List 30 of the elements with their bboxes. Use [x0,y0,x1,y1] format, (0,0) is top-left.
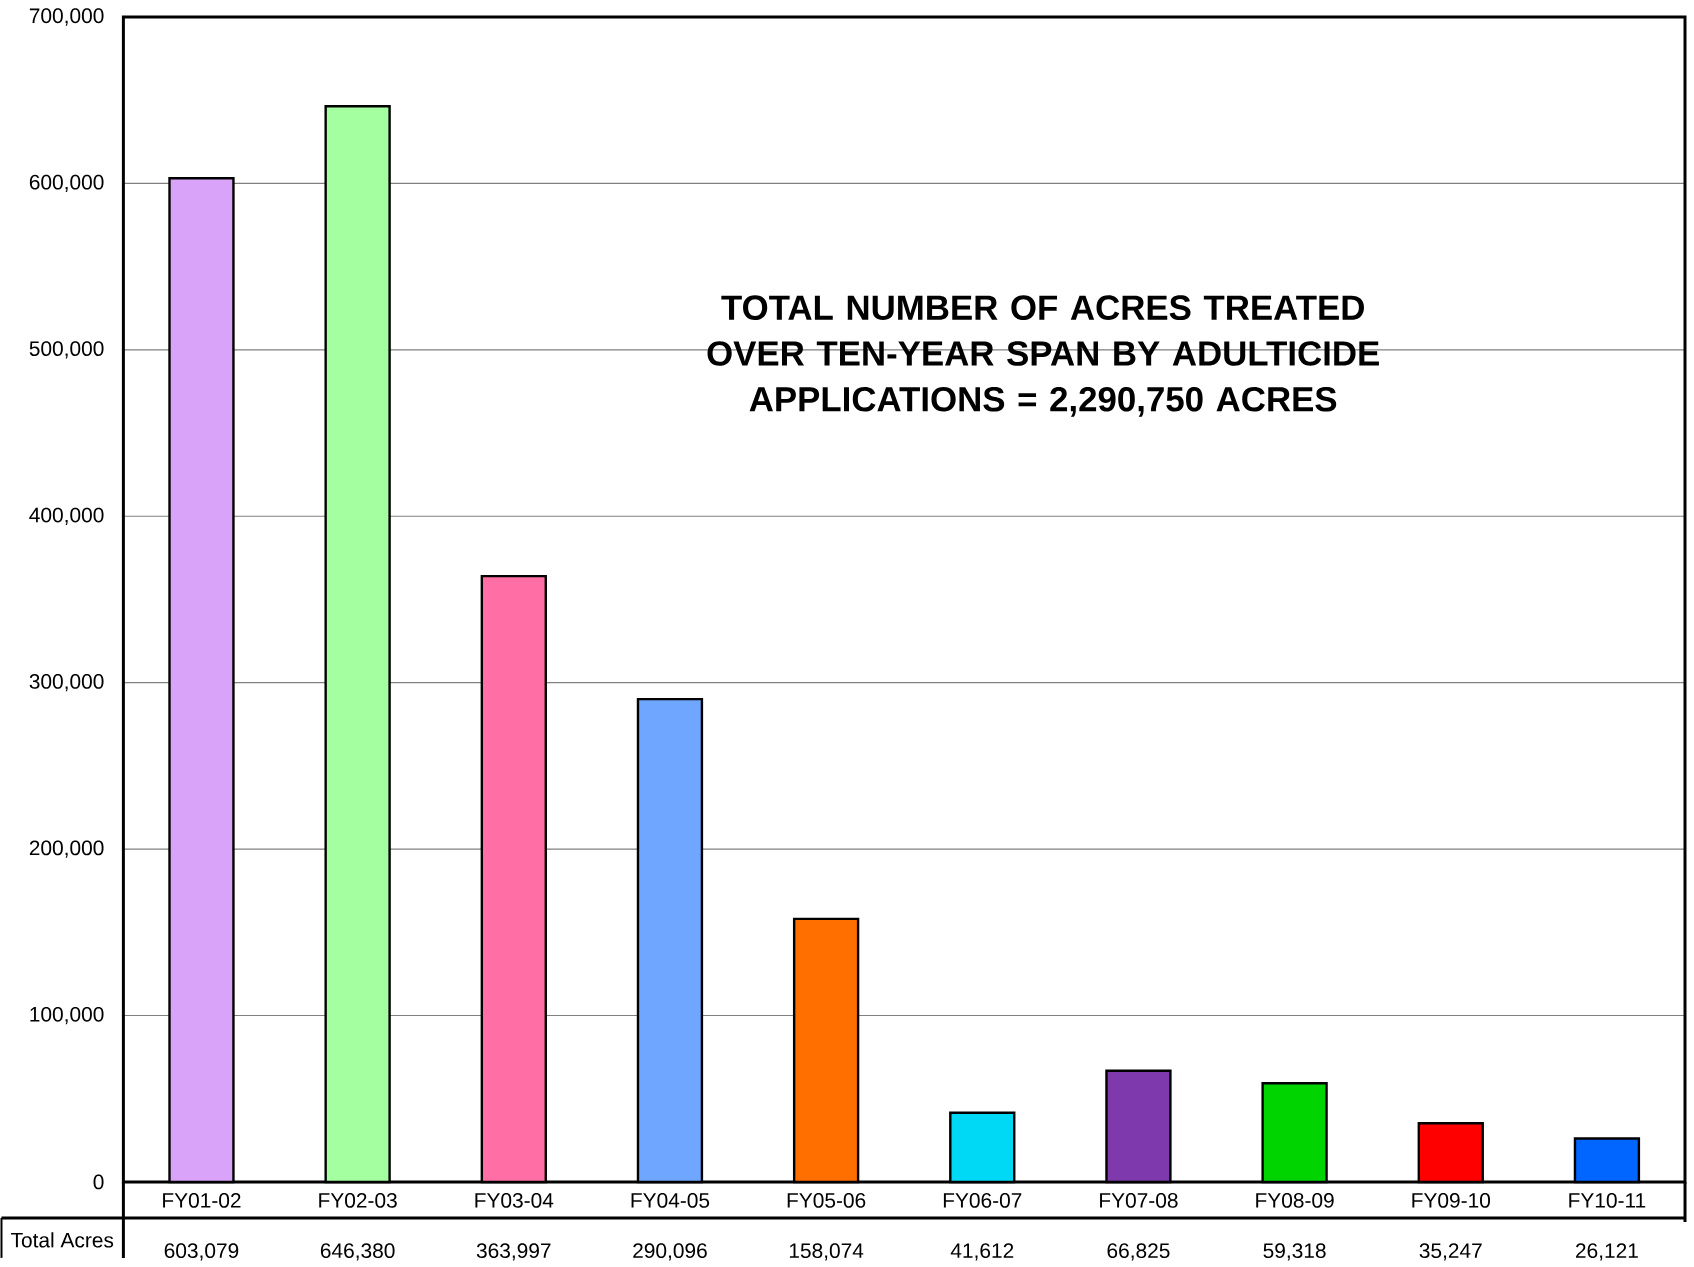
x-tick-label: FY09-10 [1412,1192,1491,1208]
y-tick-label: 600,000 [29,174,104,192]
data-label: 41,612 [950,1243,1014,1261]
data-label: 363,997 [476,1243,551,1261]
y-tick-label: 300,000 [29,673,104,692]
text: TOTAL NUMBER OF ACRES TREATED OVER TEN-YEAR SPAN BY ADULTICIDE APPLICATIONS = 2,290,750 ACRES [707,295,1379,417]
y-tick-label: 200,000 [29,840,104,858]
y-tick-label: 100,000 [30,1006,104,1025]
data-label: 66,825 [1107,1243,1170,1261]
x-tick-label: FY07-08 [1100,1192,1178,1208]
x-tick-label: FY06-07 [943,1192,1022,1208]
data-label: 646,380 [320,1243,395,1261]
legend-label: Total Acres [10,1232,114,1248]
y-tick-label: 0 [93,1174,104,1190]
data-label: 158,074 [789,1243,864,1261]
data-label: 26,121 [1576,1243,1638,1261]
x-tick-label: FY08-09 [1256,1192,1334,1208]
data-label: 603,079 [164,1243,239,1261]
data-label: 35,247 [1419,1243,1482,1261]
data-label: 59,318 [1263,1243,1326,1261]
x-tick-label: FY01-02 [163,1192,241,1208]
x-tick-label: FY03-04 [475,1192,554,1208]
x-tick-label: FY05-06 [787,1192,866,1208]
x-tick-label: FY10-11 [1569,1192,1646,1208]
data-label: 290,096 [633,1243,707,1261]
x-tick-label: FY04-05 [631,1192,710,1208]
y-tick-label: 400,000 [29,507,104,525]
x-tick-label: FY02-03 [319,1192,397,1208]
y-tick-label: 500,000 [29,341,104,359]
y-tick-label: 700,000 [29,8,104,26]
